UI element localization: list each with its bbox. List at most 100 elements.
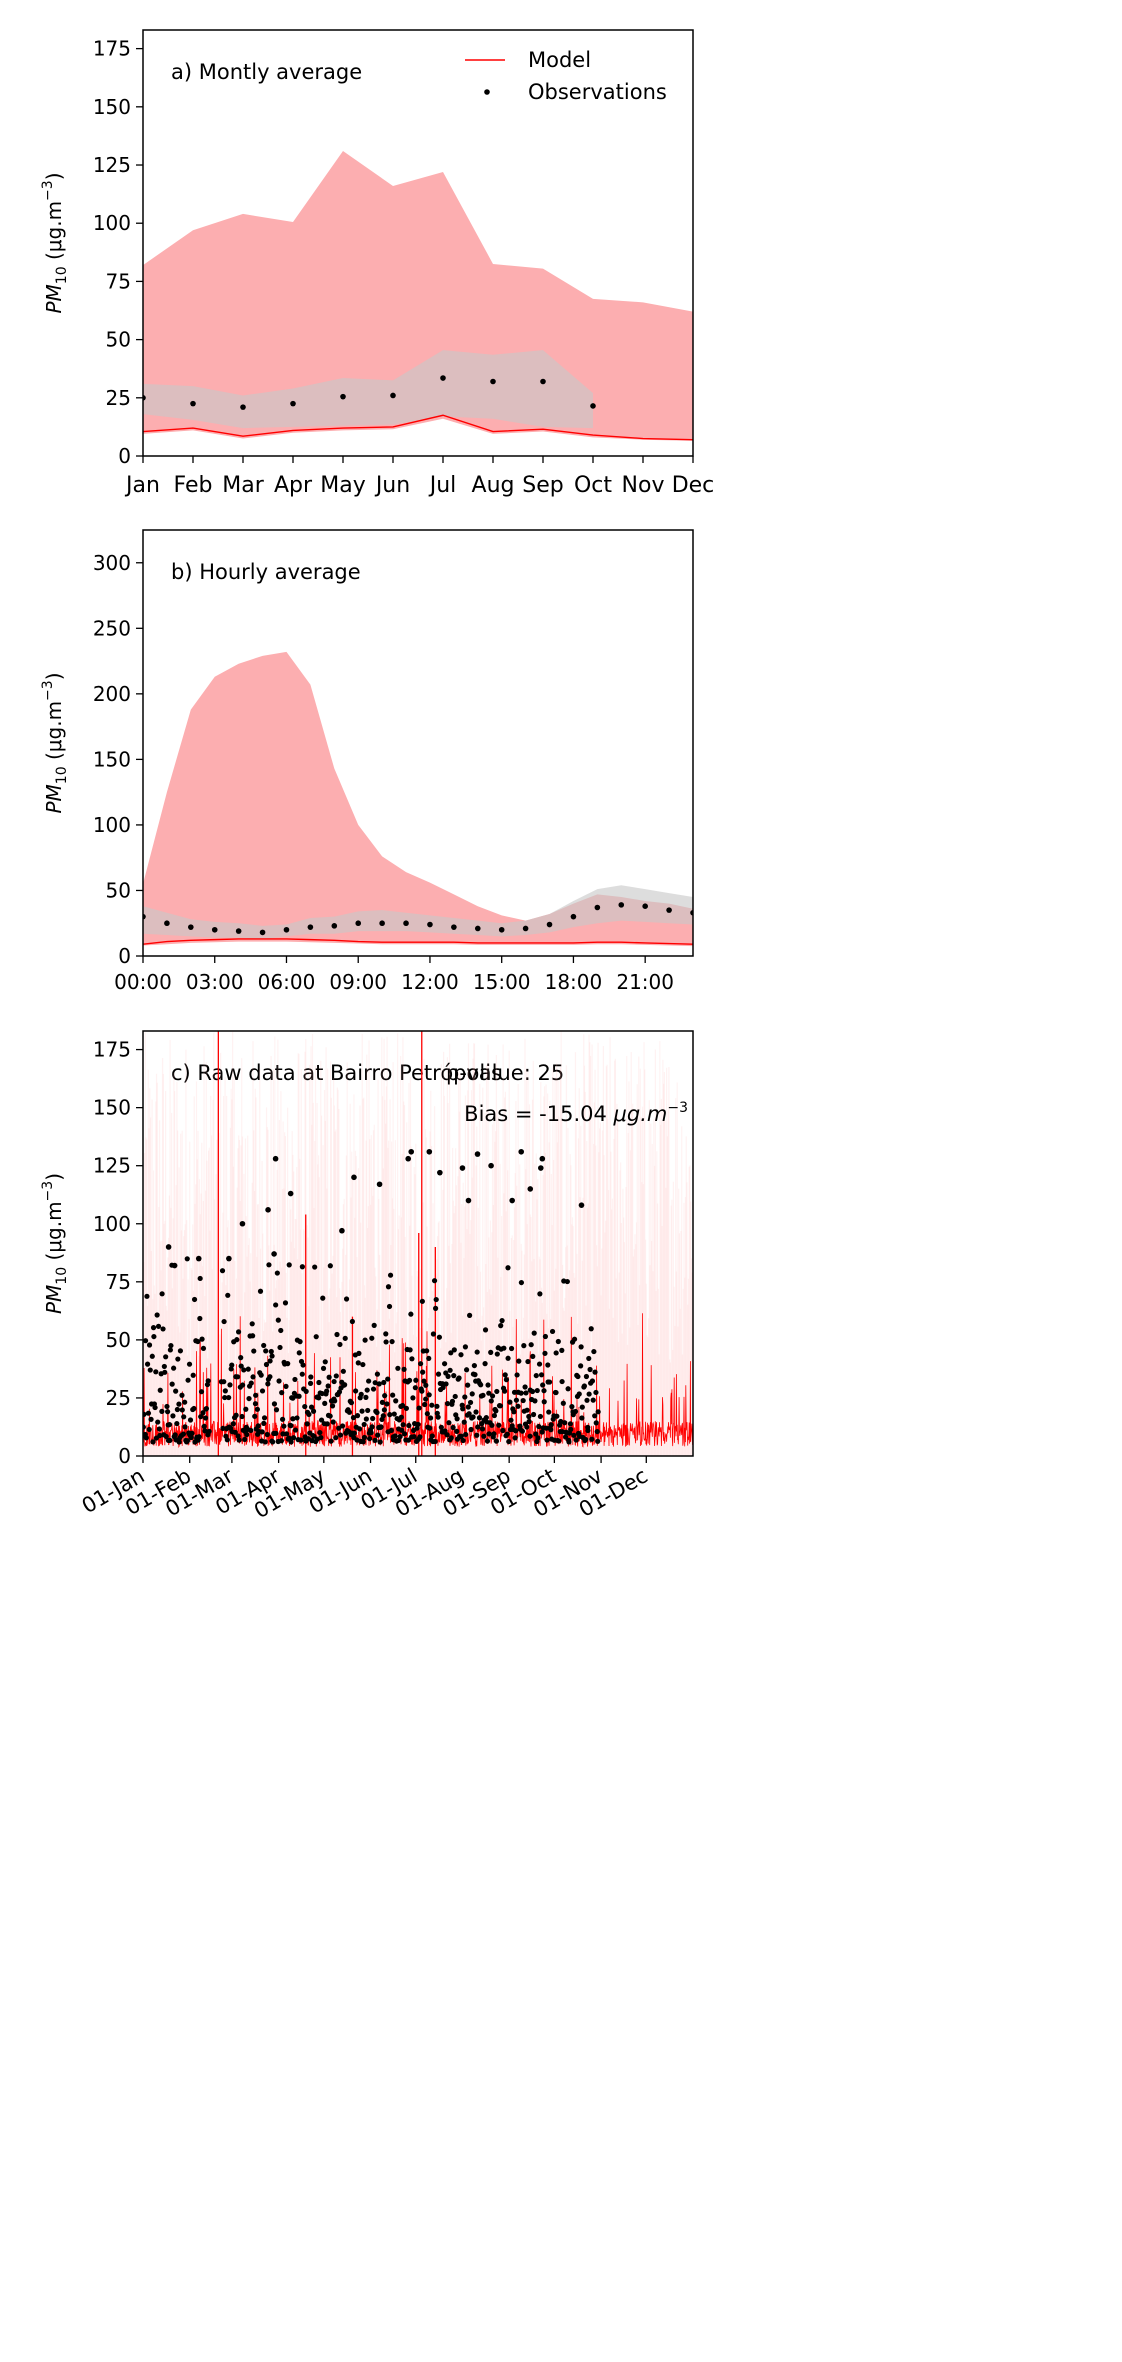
y-tick-label: 100: [93, 813, 131, 837]
observation-point: [593, 1420, 599, 1426]
observation-point: [429, 1433, 435, 1439]
observation-point: [642, 903, 648, 909]
observation-point: [357, 1426, 363, 1432]
observation-point: [451, 1347, 457, 1353]
observation-point: [159, 1408, 165, 1414]
observation-point: [339, 1227, 345, 1234]
observation-point: [222, 1394, 228, 1401]
observation-point: [161, 1363, 167, 1370]
observation-point: [200, 1410, 206, 1416]
observation-point: [560, 1400, 566, 1406]
observation-point: [432, 1438, 438, 1445]
observation-point: [526, 1418, 532, 1425]
observation-point: [586, 1391, 592, 1397]
y-tick-label: 150: [93, 747, 131, 771]
observation-point: [184, 1256, 190, 1262]
x-tick-label: Oct: [574, 473, 612, 498]
y-tick-label: 25: [106, 1386, 131, 1410]
observation-point: [190, 400, 196, 407]
observation-point: [275, 1317, 281, 1323]
observation-point: [264, 1431, 270, 1438]
axes-frame: [142, 1030, 694, 1457]
observation-point: [460, 1406, 466, 1412]
observation-point: [383, 1339, 389, 1345]
observation-point: [235, 1329, 242, 1335]
observation-point: [403, 1405, 409, 1411]
observation-point: [360, 1439, 366, 1445]
observation-point: [166, 1421, 173, 1428]
observation-point: [496, 1422, 502, 1428]
observation-point: [205, 1378, 211, 1384]
observation-point: [594, 1428, 600, 1435]
observation-point: [438, 1424, 444, 1430]
observation-point: [325, 1383, 331, 1389]
legend-observations-label: Observations: [528, 80, 667, 104]
observation-point: [186, 1361, 193, 1367]
observation-point: [361, 1421, 367, 1428]
observation-point: [388, 1427, 394, 1433]
observation-point: [467, 1312, 473, 1318]
observation-point: [485, 1382, 491, 1388]
observation-point: [543, 1425, 549, 1431]
observation-point: [259, 1429, 265, 1435]
observation-point: [221, 1379, 227, 1385]
observation-point: [539, 1429, 545, 1435]
observation-point: [263, 1361, 270, 1368]
observation-point: [534, 1387, 540, 1394]
observation-point: [252, 1413, 258, 1419]
observation-point: [406, 1377, 413, 1383]
observation-point: [179, 1407, 185, 1413]
observation-point: [144, 1293, 150, 1299]
observation-point: [556, 1438, 562, 1444]
observation-point: [589, 1436, 595, 1442]
observation-point: [444, 1400, 451, 1407]
observation-point: [313, 1334, 319, 1340]
observation-point: [336, 1389, 343, 1395]
observation-point: [406, 1422, 412, 1429]
observation-point: [423, 1382, 429, 1388]
observation-point: [530, 1411, 537, 1418]
observation-point: [339, 1423, 346, 1429]
observation-point: [319, 1390, 325, 1397]
observation-point: [146, 1426, 152, 1433]
observation-point: [448, 1435, 454, 1441]
observation-point: [188, 924, 194, 930]
observation-point: [243, 1406, 249, 1412]
observation-point: [504, 1431, 510, 1437]
observation-point: [327, 1263, 333, 1269]
observation-point: [263, 1348, 269, 1354]
observation-point: [536, 1423, 542, 1430]
observation-point: [545, 1362, 551, 1368]
observation-point: [165, 1409, 171, 1415]
observation-point: [239, 1220, 246, 1227]
x-tick-label: Feb: [174, 473, 213, 498]
observation-point: [524, 1407, 530, 1413]
observation-point: [527, 1186, 534, 1192]
observation-point: [331, 1378, 337, 1385]
observation-point: [569, 1404, 575, 1410]
observation-point: [571, 1336, 578, 1342]
observation-point: [416, 1405, 422, 1411]
observation-point: [350, 1415, 357, 1421]
observation-point: [562, 1420, 568, 1426]
plot-area: [143, 151, 693, 441]
panel-a-monthly: a) Montly average 0 25 50 75 100 125 150 175 PM1…: [40, 29, 714, 498]
observations-range-band: [143, 350, 593, 429]
observation-point: [372, 1380, 378, 1386]
observation-point: [413, 1377, 419, 1383]
observation-point: [518, 1148, 525, 1155]
observation-point: [408, 1148, 415, 1155]
observation-point: [197, 1315, 203, 1322]
observation-point: [592, 1369, 598, 1375]
observation-point: [595, 1438, 601, 1444]
x-tick-label: 18:00: [545, 970, 603, 994]
observation-point: [235, 928, 242, 934]
observation-point: [474, 1151, 481, 1157]
observation-point: [518, 1279, 525, 1286]
observation-point: [377, 1439, 383, 1445]
observation-point: [442, 1428, 448, 1434]
observation-point: [371, 1322, 377, 1328]
observation-point: [549, 1328, 556, 1335]
observation-point: [267, 1358, 273, 1364]
observation-point: [546, 921, 553, 928]
